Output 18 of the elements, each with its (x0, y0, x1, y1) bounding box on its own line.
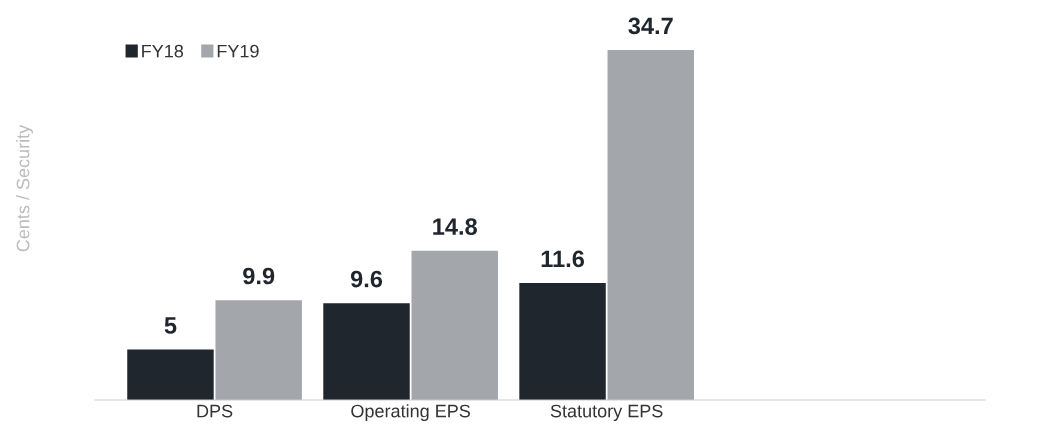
bar (215, 300, 302, 400)
bar (607, 50, 694, 400)
bar (411, 250, 498, 400)
legend-label: FY18 (142, 44, 184, 58)
y-axis-title: Cents / Security (16, 124, 33, 252)
bar (127, 349, 214, 400)
data-label: 34.7 (628, 17, 673, 35)
data-label: 9.6 (350, 270, 383, 288)
data-label: 11.6 (541, 250, 585, 268)
data-label: 14.8 (433, 218, 477, 235)
data-label: 9.9 (243, 267, 275, 285)
bar (519, 283, 606, 400)
x-tick-label: Operating EPS (351, 404, 471, 421)
x-tick-label: DPS (197, 404, 233, 418)
bar (323, 303, 410, 400)
legend-label: FY19 (217, 44, 259, 58)
data-label: 5 (164, 317, 177, 334)
x-tick-label: Statutory EPS (550, 404, 663, 421)
